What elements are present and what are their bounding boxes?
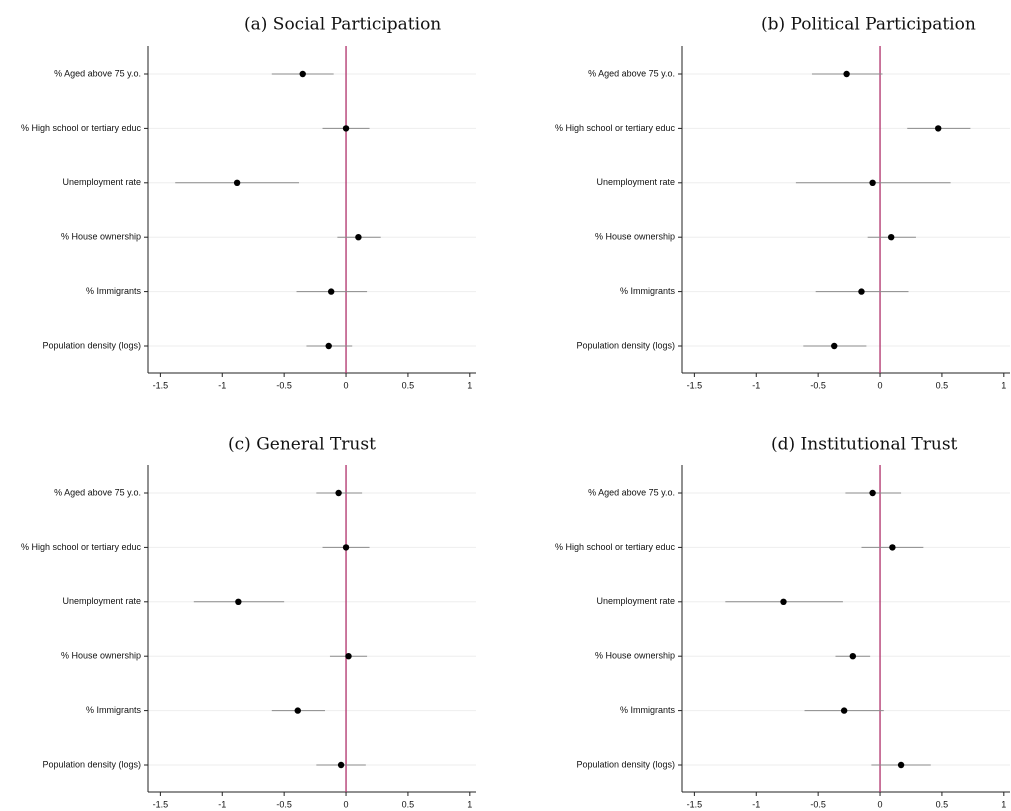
x-tick-label: -1.5: [687, 799, 703, 809]
category-label: Population density (logs): [576, 759, 675, 769]
category-label: % Immigrants: [620, 705, 676, 715]
panel-social-participation: (a) Social Participation % Aged above 75 …: [21, 15, 476, 390]
category-label: Population density (logs): [42, 759, 141, 769]
point-estimate: [780, 598, 787, 605]
category-label: Population density (logs): [576, 340, 675, 350]
x-tick-label: -1.5: [153, 380, 169, 390]
category-label: Unemployment rate: [62, 596, 141, 606]
x-tick-label: -0.5: [276, 799, 292, 809]
point-estimate: [840, 707, 848, 714]
x-tick-label: 0: [878, 380, 883, 390]
x-tick-label: 0.5: [402, 799, 415, 809]
point-estimate: [294, 707, 301, 714]
point-estimate: [887, 234, 895, 241]
x-tick-label: 1: [467, 380, 472, 390]
panel-title: (c) General Trust: [228, 435, 376, 455]
category-label: Population density (logs): [42, 340, 141, 350]
category-label: % House ownership: [595, 651, 675, 661]
point-estimate: [299, 70, 306, 78]
point-estimate: [897, 761, 905, 769]
x-tick-label: 0: [344, 380, 349, 390]
point-estimate: [235, 598, 242, 605]
point-estimate: [342, 544, 350, 551]
category-label: % High school or tertiary educ: [21, 542, 142, 552]
x-tick-label: 0.5: [402, 380, 415, 390]
category-label: % Aged above 75 y.o.: [588, 68, 675, 78]
x-tick-label: 0.5: [936, 799, 949, 809]
x-tick-label: 0: [344, 799, 349, 809]
point-estimate: [327, 288, 335, 295]
category-label: % Aged above 75 y.o.: [54, 68, 141, 78]
category-label: % Aged above 75 y.o.: [54, 487, 141, 497]
x-tick-label: -1.5: [153, 799, 169, 809]
x-tick-label: -1.5: [687, 380, 703, 390]
x-tick-label: -0.5: [810, 380, 826, 390]
panel-title: (a) Social Participation: [244, 15, 441, 35]
point-estimate: [889, 544, 896, 551]
x-tick-label: -1: [218, 380, 226, 390]
x-tick-label: -1: [752, 380, 760, 390]
point-estimate: [335, 489, 342, 497]
category-label: Unemployment rate: [62, 177, 141, 187]
category-label: % High school or tertiary educ: [555, 123, 676, 133]
point-estimate: [345, 653, 352, 660]
point-estimate: [233, 179, 241, 186]
category-label: % Immigrants: [86, 286, 142, 296]
category-label: % Immigrants: [620, 286, 676, 296]
x-tick-label: -1: [218, 799, 226, 809]
x-tick-label: -1: [752, 799, 760, 809]
category-label: % High school or tertiary educ: [21, 123, 142, 133]
point-estimate: [831, 342, 838, 350]
point-estimate: [337, 761, 345, 769]
category-label: % Aged above 75 y.o.: [588, 487, 675, 497]
x-tick-label: -0.5: [810, 799, 826, 809]
x-tick-label: 1: [1001, 799, 1006, 809]
x-tick-label: 1: [1001, 380, 1006, 390]
category-label: Unemployment rate: [596, 596, 675, 606]
point-estimate: [325, 342, 332, 350]
x-tick-label: 0.5: [936, 380, 949, 390]
x-tick-label: 1: [467, 799, 472, 809]
point-estimate: [869, 179, 876, 186]
point-estimate: [849, 653, 857, 660]
category-label: % High school or tertiary educ: [555, 542, 676, 552]
point-estimate: [843, 70, 850, 78]
panel-political-participation: (b) Political Participation % Aged above …: [555, 15, 1010, 390]
category-label: Unemployment rate: [596, 177, 675, 187]
category-label: % Immigrants: [86, 705, 142, 715]
category-label: % House ownership: [61, 651, 141, 661]
point-estimate: [869, 489, 876, 497]
point-estimate: [355, 234, 362, 241]
point-estimate: [858, 288, 865, 295]
point-estimate: [935, 125, 942, 132]
x-tick-label: -0.5: [276, 380, 292, 390]
panel-title: (d) Institutional Trust: [771, 435, 958, 455]
panel-title: (b) Political Participation: [761, 15, 976, 35]
panel-general-trust: (c) General Trust % Aged above 75 y.o. % H…: [21, 435, 476, 809]
panel-institutional-trust: (d) Institutional Trust % Aged above 75 y…: [555, 435, 1010, 809]
category-label: % House ownership: [61, 232, 141, 242]
category-label: % House ownership: [595, 232, 675, 242]
x-tick-label: 0: [878, 799, 883, 809]
point-estimate: [342, 125, 350, 132]
